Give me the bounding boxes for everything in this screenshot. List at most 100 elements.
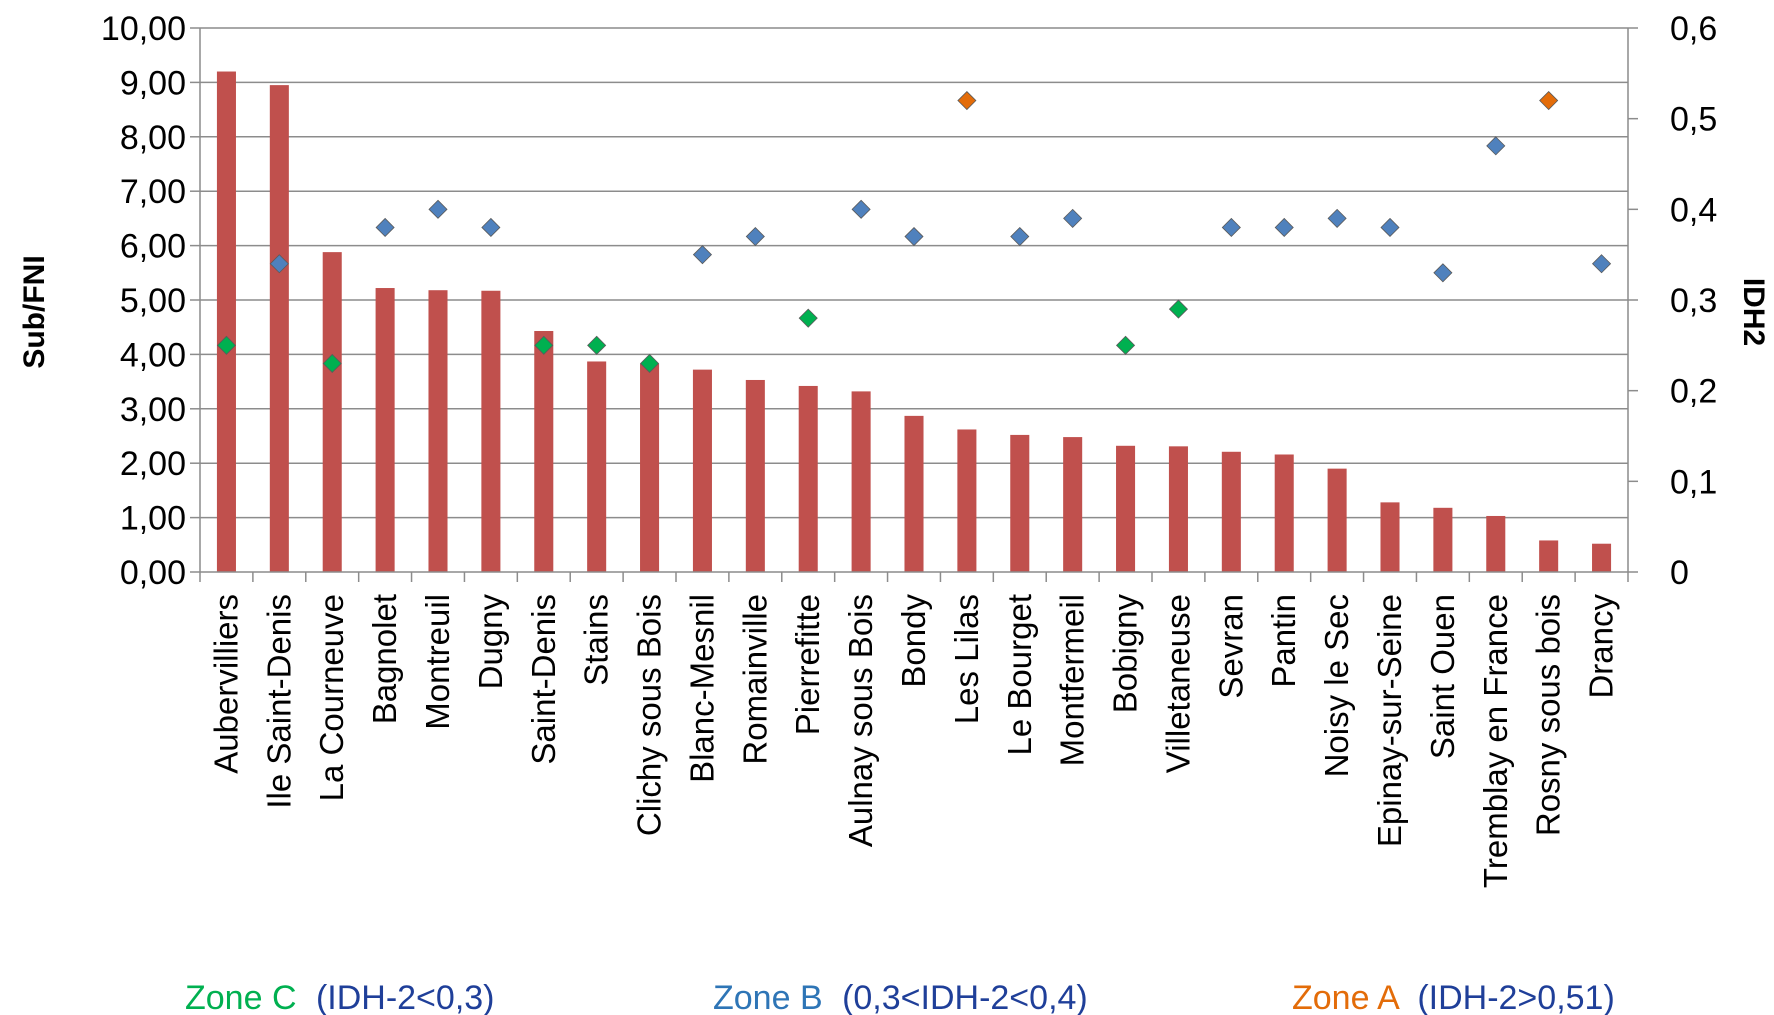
idh2-point (1380, 217, 1400, 238)
idh2-point (481, 217, 501, 238)
bar (640, 363, 660, 572)
category-label: Tremblay en France (1477, 594, 1514, 888)
idh2-point (851, 199, 871, 219)
y-tick-label: 0,00 (120, 554, 186, 592)
y2-tick-label: 0,3 (1670, 282, 1717, 320)
bar (798, 385, 818, 572)
category-label: Epinay-sur-Seine (1371, 594, 1408, 847)
bar (957, 429, 977, 572)
bar (1221, 451, 1241, 572)
right-axis-ticks: 0 0,1 0,2 0,3 0,4 0,5 0,6 (1670, 10, 1717, 592)
category-label: Les Lilas (948, 594, 985, 724)
idh2-point (1221, 217, 1241, 238)
bar (322, 252, 342, 573)
y-tick-label: 4,00 (120, 336, 186, 374)
y-tick-label: 9,00 (120, 64, 186, 102)
idh2-point (1115, 335, 1136, 355)
category-label: Blanc-Mesnil (683, 594, 720, 783)
bar (1539, 540, 1559, 572)
category-label: Villetaneuse (1159, 594, 1196, 773)
bar (269, 85, 289, 573)
idh2-point (1433, 263, 1453, 283)
category-label: La Courneuve (313, 594, 350, 801)
category-label: Pierrefitte (789, 594, 826, 735)
category-label: Bobigny (1107, 594, 1144, 714)
y2-tick-label: 0,4 (1670, 191, 1717, 229)
category-label: Ile Saint-Denis (260, 594, 297, 809)
idh2-point (1274, 217, 1294, 238)
category-labels: Aubervilliers Ile Saint-Denis La Courneuve… (207, 594, 1619, 889)
y2-tick-label: 0,2 (1670, 373, 1717, 411)
category-label: Romainville (736, 594, 773, 765)
category-label: Montfermeil (1054, 594, 1091, 766)
bar (904, 415, 924, 572)
idh2-series (216, 90, 1612, 374)
left-axis-ticks: 0,00 1,00 2,00 3,00 4,00 5,00 6,00 7,00 8,00 9,00… (101, 10, 186, 592)
idh2-point (1591, 254, 1612, 274)
idh2-point (534, 335, 554, 355)
category-label: Aubervilliers (207, 594, 244, 774)
category-label: Montreuil (419, 594, 456, 730)
y-tick-label: 6,00 (120, 228, 186, 266)
bar (851, 391, 871, 572)
idh2-point (428, 199, 448, 219)
bar (216, 71, 236, 573)
axes (190, 27, 1638, 582)
legend-zone-b-label: Zone B (713, 979, 823, 1015)
bar (1063, 437, 1083, 572)
bar (1486, 515, 1506, 572)
idh2-point (375, 217, 395, 238)
y-tick-label: 5,00 (120, 282, 186, 320)
bar (1116, 445, 1136, 572)
bar (1168, 446, 1188, 572)
idh2-point (1327, 208, 1347, 228)
y-tick-label: 2,00 (120, 445, 186, 483)
bar (745, 379, 765, 572)
y-tick-label: 7,00 (120, 173, 186, 211)
legend-zone-b: Zone B (0,3<IDH-2<0,4) (713, 979, 1088, 1015)
idh2-point (1539, 90, 1559, 111)
bar (428, 290, 448, 572)
category-label: Bondy (895, 594, 932, 688)
legend-zone-b-range: (0,3<IDH-2<0,4) (842, 979, 1088, 1015)
idh2-point (216, 335, 237, 355)
idh2-point (692, 245, 713, 265)
right-axis-title: IDH2 (1737, 278, 1770, 346)
y-tick-label: 3,00 (120, 391, 186, 429)
bar (1274, 454, 1294, 572)
legend-zone-c-range: (IDH-2<0,3) (316, 979, 495, 1015)
category-label: Dugny (472, 594, 509, 690)
category-label: Saint Ouen (1424, 594, 1461, 759)
idh2-point (745, 226, 765, 247)
category-label: Saint-Denis (525, 594, 562, 765)
left-axis-title: Sub/FNI (18, 255, 51, 368)
bar (1327, 468, 1347, 572)
y2-tick-label: 0,6 (1670, 10, 1717, 48)
idh2-point (1063, 208, 1083, 228)
y-tick-label: 1,00 (120, 500, 186, 538)
category-label: Pantin (1265, 594, 1302, 688)
bar (692, 369, 712, 572)
bar (481, 290, 501, 572)
bar (1433, 507, 1453, 572)
idh2-point (587, 335, 607, 355)
idh2-point (1168, 299, 1189, 319)
idh2-point (639, 353, 660, 374)
zone-legend: Zone C (IDH-2<0,3) Zone B (0,3<IDH-2<0,4… (185, 979, 1615, 1015)
idh2-point (1486, 136, 1506, 156)
y2-tick-label: 0 (1670, 554, 1689, 592)
category-label: Aulnay sous Bois (842, 594, 879, 847)
legend-zone-a-range: (IDH-2>0,51) (1417, 979, 1614, 1015)
legend-zone-a-label: Zone A (1292, 979, 1400, 1015)
bar (534, 331, 554, 572)
idh2-point (1010, 226, 1030, 247)
legend-zone-c-label: Zone C (185, 979, 297, 1015)
category-label: Bagnolet (366, 594, 403, 724)
y2-tick-label: 0,5 (1670, 101, 1717, 139)
category-label: Rosny sous bois (1530, 594, 1567, 836)
idh2-point (322, 353, 342, 374)
bar-series (216, 71, 1612, 573)
y-tick-label: 8,00 (120, 119, 186, 157)
bar (375, 288, 395, 572)
